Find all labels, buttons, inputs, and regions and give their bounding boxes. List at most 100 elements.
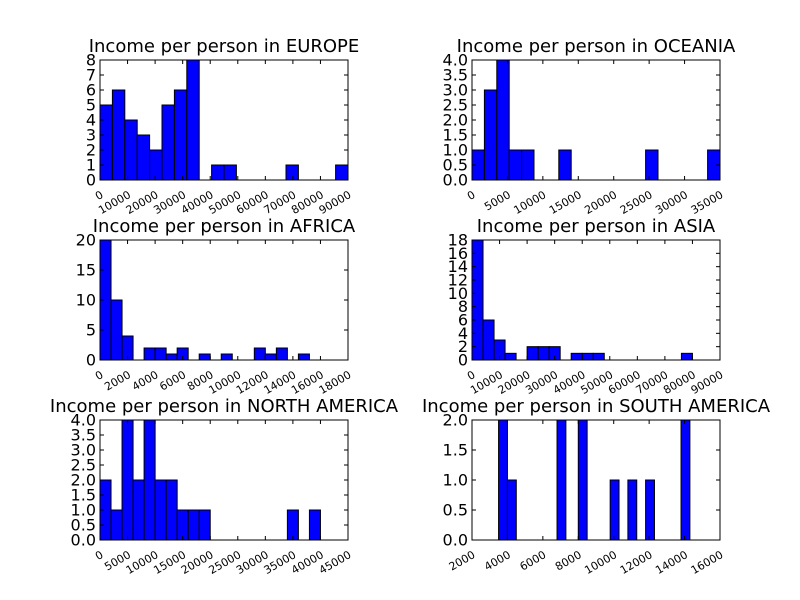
histogram-bar (285, 164, 299, 181)
y-tick-label: 7 (86, 66, 96, 85)
y-tick-label: 10 (448, 284, 468, 303)
histogram-bar (143, 419, 156, 541)
y-tick-label: 6 (86, 81, 96, 100)
y-tick-label: 4.0 (443, 51, 468, 70)
histogram-north-america: 0500010000150002000025000300003500040000… (50, 396, 399, 577)
y-tick-label: 10 (76, 291, 96, 310)
histogram-europe: 0100002000030000400005000060000700008000… (86, 36, 359, 217)
x-tick-label: 15000 (547, 188, 584, 217)
axes-frame (99, 59, 349, 181)
chart-title: Income per person in OCEANIA (457, 36, 736, 57)
histogram-bar (627, 479, 638, 541)
chart-title: Income per person in ASIA (477, 216, 716, 237)
histogram-bar (176, 509, 189, 541)
x-tick-label: 20000 (582, 188, 619, 217)
x-tick-label: 8000 (553, 548, 584, 573)
y-tick-label: 0.0 (443, 531, 468, 550)
x-tick-label: 90000 (317, 188, 354, 217)
x-tick-label: 18000 (317, 368, 354, 397)
histogram-bar (223, 164, 237, 181)
plot-area (100, 240, 348, 360)
histogram-bar (136, 134, 151, 181)
y-tick-label: 4 (458, 324, 468, 343)
histogram-bar (253, 347, 266, 361)
histogram-bar (187, 509, 200, 541)
histogram-bar (645, 479, 655, 541)
histogram-bar (110, 299, 123, 361)
y-tick-label: 1.5 (443, 441, 468, 460)
y-tick-label: 3.0 (71, 441, 96, 460)
y-tick-label: 3 (86, 126, 96, 145)
y-tick-label: 2.0 (443, 411, 468, 430)
y-tick-label: 5 (86, 321, 96, 340)
axes-frame (99, 239, 349, 361)
x-tick-label: 0 (465, 188, 478, 203)
histogram-bar (161, 104, 175, 181)
histogram-bar (111, 89, 126, 181)
y-tick-label: 0.5 (443, 156, 468, 175)
x-tick-label: 4000 (130, 368, 161, 393)
histogram-africa: 0200040006000800010000120001400016000180… (76, 216, 356, 397)
y-tick-label: 5 (86, 96, 96, 115)
histogram-bar (211, 164, 225, 181)
y-tick-label: 8 (458, 297, 468, 316)
histogram-bar (165, 353, 178, 361)
y-tick-label: 0.0 (71, 531, 96, 550)
axes-frame (99, 419, 349, 541)
y-tick-label: 2 (86, 141, 96, 160)
y-tick-label: 6 (458, 311, 468, 330)
histogram-bar (198, 509, 211, 541)
y-tick-label: 0 (86, 171, 96, 190)
histogram-bar (220, 353, 233, 361)
plot-area (472, 240, 720, 360)
x-tick-label: 2000 (102, 368, 133, 393)
y-tick-label: 2.5 (71, 456, 96, 475)
histogram-bar (581, 352, 594, 361)
y-tick-label: 3.5 (71, 426, 96, 445)
histogram-bar (110, 509, 123, 541)
y-tick-label: 1.0 (71, 501, 96, 520)
histogram-bar (308, 509, 321, 541)
y-tick-label: 0.0 (443, 171, 468, 190)
histogram-bar (165, 479, 178, 541)
x-tick-label: 12000 (618, 548, 655, 577)
histogram-bar (99, 104, 113, 181)
histogram-bar (297, 353, 310, 361)
y-tick-label: 3.0 (443, 81, 468, 100)
x-tick-label: 6000 (157, 368, 188, 393)
y-tick-label: 12 (448, 271, 468, 290)
y-tick-label: 3.5 (443, 66, 468, 85)
histogram-bar (609, 479, 620, 541)
x-tick-label: 6000 (518, 548, 549, 573)
y-tick-label: 1.5 (71, 486, 96, 505)
x-tick-label: 10000 (582, 548, 619, 577)
y-tick-label: 15 (76, 261, 96, 280)
y-tick-label: 4.0 (71, 411, 96, 430)
y-tick-label: 0.5 (443, 501, 468, 520)
histogram-bar (558, 149, 572, 181)
y-tick-label: 1.0 (443, 471, 468, 490)
y-tick-label: 18 (448, 231, 468, 250)
y-tick-label: 1 (86, 156, 96, 175)
histogram-bar (149, 149, 163, 181)
x-tick-label: 5000 (482, 188, 513, 213)
histogram-bar (121, 419, 134, 541)
histogram-bar (508, 149, 523, 181)
x-tick-label: 2000 (447, 548, 478, 573)
y-tick-label: 14 (448, 257, 468, 276)
histogram-bar (264, 353, 277, 361)
x-tick-label: 30000 (653, 188, 690, 217)
histogram-bar (592, 352, 605, 361)
axes-frame (471, 59, 721, 181)
y-tick-label: 1.0 (443, 141, 468, 160)
y-tick-label: 16 (448, 244, 468, 263)
histogram-bar (680, 419, 691, 541)
histogram-bar (680, 352, 693, 361)
histogram-bar (556, 419, 567, 541)
x-tick-label: 14000 (653, 548, 690, 577)
histogram-bar (198, 353, 211, 361)
chart-title: Income per person in NORTH AMERICA (50, 396, 399, 417)
histogram-bar (506, 479, 517, 541)
